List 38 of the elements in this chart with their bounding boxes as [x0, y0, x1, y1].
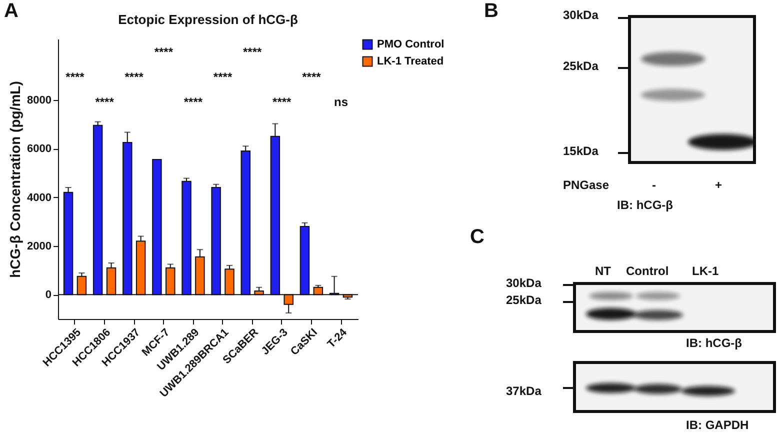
text: IB: hCG-β: [686, 336, 742, 350]
text: 30kDa: [563, 8, 598, 22]
text: 25kDa: [506, 293, 542, 307]
y-tick-label: 6000: [27, 143, 52, 156]
annotation: ****: [124, 70, 144, 84]
chart-title: Ectopic Expression of hCG-β: [118, 12, 298, 27]
text: PNGase: [563, 178, 610, 192]
annotation: ****: [242, 45, 262, 59]
annotation: ****: [66, 70, 85, 84]
text: -: [652, 178, 656, 192]
y-axis-title: hCG-β Concentration (pg/mL): [7, 81, 24, 278]
legend-label: PMO Control: [377, 38, 444, 50]
text: +: [715, 178, 722, 192]
annotation: ****: [213, 70, 232, 84]
annotation: ****: [154, 45, 174, 59]
annotation: ****: [184, 95, 203, 109]
legend-label: LK-1 Treated: [377, 56, 444, 68]
x-tick-label: T-24: [325, 326, 350, 351]
y-tick-label: 0: [45, 289, 52, 302]
text: 37kDa: [506, 384, 542, 398]
text: C: [470, 226, 484, 249]
annotation: ns: [334, 95, 348, 109]
text: IB: hCG-β: [617, 198, 673, 212]
text: 25kDa: [563, 59, 598, 73]
y-tick-label: 2000: [27, 240, 52, 252]
text: Control: [626, 264, 669, 278]
text: B: [484, 0, 498, 23]
text: IB: GAPDH: [686, 418, 749, 432]
annotation: ****: [95, 95, 114, 109]
text: 15kDa: [563, 144, 598, 158]
text: NT: [595, 264, 611, 278]
text: A: [4, 0, 18, 23]
annotation: ****: [302, 70, 322, 84]
text: 30kDa: [506, 276, 542, 290]
annotation: ****: [272, 95, 292, 109]
text: LK-1: [692, 264, 719, 278]
y-tick-label: 4000: [27, 192, 52, 204]
y-tick-label: 8000: [27, 94, 52, 106]
